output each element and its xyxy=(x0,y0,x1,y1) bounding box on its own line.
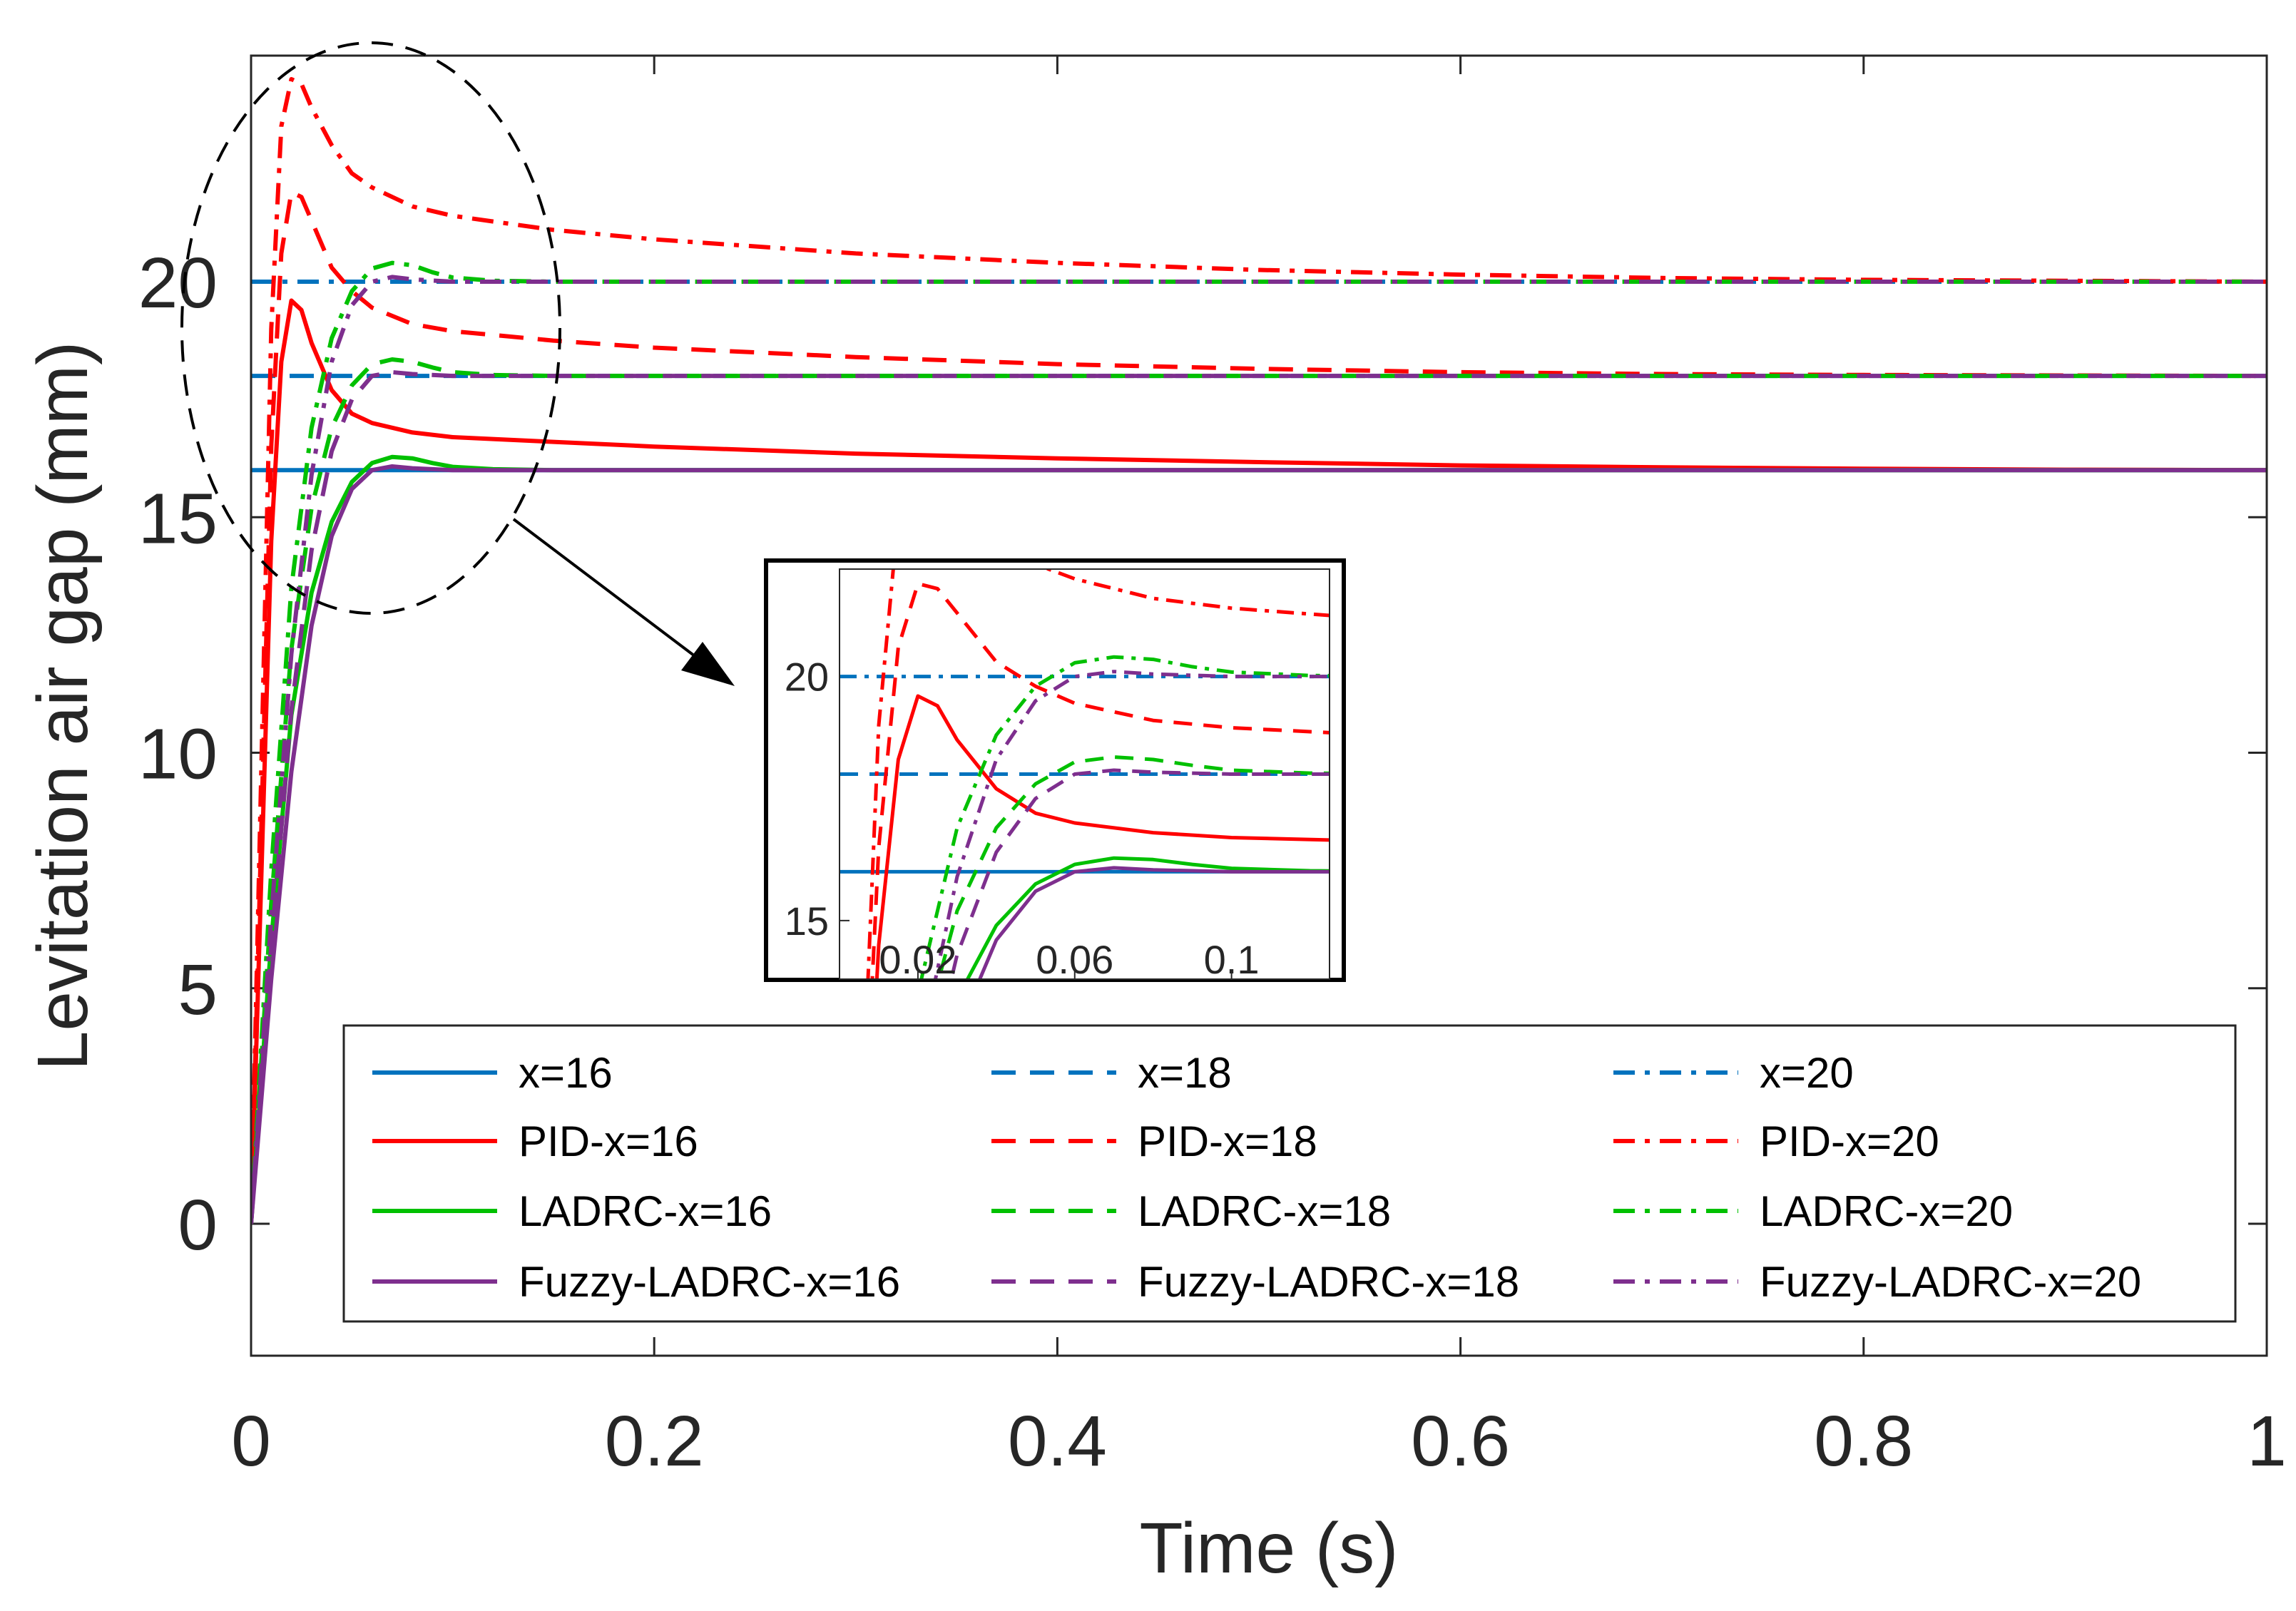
series-line-ladrc-x=18 xyxy=(251,357,2267,1224)
legend-label: LADRC-x=20 xyxy=(1760,1187,2013,1235)
x-tick-label: 0 xyxy=(231,1401,271,1481)
legend-label: PID-x=20 xyxy=(1760,1118,1939,1165)
legend: x=16 PID-x=16 LADRC-x=16 Fuzzy-LADRC-x=16 x=… xyxy=(342,1024,2237,1323)
legend-label: Fuzzy-LADRC-x=16 xyxy=(519,1258,900,1306)
x-axis-label: Time (s) xyxy=(1140,1508,1399,1588)
plot-frame xyxy=(250,54,2268,1357)
inset-series-line-fuzzy-ladrc-x=18 xyxy=(949,768,1330,979)
x-tick-label: 0.8 xyxy=(1814,1401,1913,1481)
x-tick-label: 0.6 xyxy=(1411,1401,1510,1481)
x-tick-label: 1 xyxy=(2247,1401,2287,1481)
legend-label: x=18 xyxy=(1138,1049,1232,1097)
series-line-pid-x=16 xyxy=(251,298,2267,1224)
inset-y-tick-label: 15 xyxy=(785,899,829,943)
y-axis-label: Levitation air gap (mm) xyxy=(23,342,103,1071)
legend-label: Fuzzy-LADRC-x=20 xyxy=(1760,1258,2141,1306)
y-tick-label: 0 xyxy=(178,1185,218,1265)
inset-series-line-fuzzy-ladrc-x=20 xyxy=(933,670,1330,979)
inset-series-line-pid-x=16 xyxy=(874,694,1330,979)
series-line-fuzzy-ladrc-x=16 xyxy=(251,464,2267,1224)
inset-series-line-fuzzy-ladrc-x=16 xyxy=(977,866,1330,979)
legend-box xyxy=(342,1024,2237,1323)
inset-x-tick-label: 0.06 xyxy=(1036,937,1113,982)
zoom-arrow xyxy=(512,518,735,686)
series-line-pid-x=20 xyxy=(251,77,2267,1224)
y-tick-label: 20 xyxy=(138,243,218,323)
inset-series-line-pid-x=20 xyxy=(866,569,1330,979)
inset-y-tick-label: 20 xyxy=(785,655,829,700)
x-tick-label: 0.2 xyxy=(605,1401,704,1481)
inset-x-tick-label: 0.02 xyxy=(879,937,956,982)
inset-plot-frame xyxy=(839,568,1330,980)
legend-label: PID-x=18 xyxy=(1138,1118,1317,1165)
inset-series-line-ladrc-x=20 xyxy=(919,655,1330,979)
legend-label: Fuzzy-LADRC-x=18 xyxy=(1138,1258,1519,1306)
y-tick-label: 15 xyxy=(138,479,218,558)
series-line-fuzzy-ladrc-x=20 xyxy=(251,275,2267,1224)
inset-series-line-pid-x=18 xyxy=(870,582,1330,979)
legend-label: LADRC-x=18 xyxy=(1138,1187,1391,1235)
series-line-ladrc-x=20 xyxy=(251,260,2267,1224)
y-tick-label: 5 xyxy=(178,950,218,1030)
series-line-pid-x=18 xyxy=(251,190,2267,1224)
legend-label: LADRC-x=16 xyxy=(519,1187,772,1235)
legend-label: x=16 xyxy=(519,1049,613,1097)
zoom-region-ellipse xyxy=(180,41,561,615)
zoom-arrow-head xyxy=(681,642,735,686)
legend-label: PID-x=16 xyxy=(519,1118,698,1165)
x-tick-label: 0.4 xyxy=(1008,1401,1107,1481)
y-tick-label: 10 xyxy=(138,715,218,794)
legend-label: x=20 xyxy=(1760,1049,1854,1097)
zoom-arrow-shaft xyxy=(512,518,708,666)
series-line-fuzzy-ladrc-x=18 xyxy=(251,369,2267,1224)
inset-axes: 0.02 0.06 0.1 15 20 xyxy=(764,558,1346,982)
inset-x-tick-label: 0.1 xyxy=(1204,937,1260,982)
